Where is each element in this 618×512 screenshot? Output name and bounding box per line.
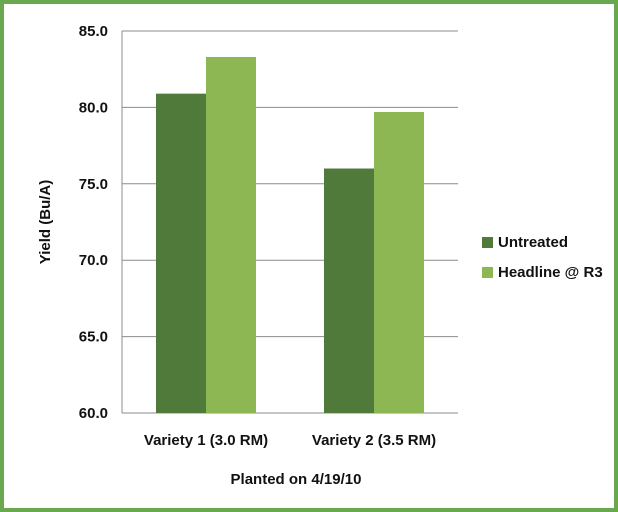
x-category-labels: Variety 1 (3.0 RM) Variety 2 (3.5 RM) bbox=[144, 432, 436, 449]
y-tick-labels: 60.0 65.0 70.0 75.0 80.0 85.0 bbox=[79, 23, 108, 422]
bar-headline-r3-2 bbox=[374, 111, 424, 413]
legend-swatch bbox=[482, 237, 493, 248]
y-tick-label: 85.0 bbox=[79, 23, 108, 40]
bar-headline-r3-1 bbox=[206, 56, 256, 413]
bars bbox=[156, 56, 424, 413]
bar-chart: 60.0 65.0 70.0 75.0 80.0 85.0 Variety 1 (3.0 … bbox=[37, 23, 603, 488]
y-axis-title: Yield (Bu/A) bbox=[37, 180, 54, 264]
bar-untreated-2 bbox=[324, 168, 374, 413]
legend-swatch bbox=[482, 267, 493, 278]
x-axis-title: Planted on 4/19/10 bbox=[231, 471, 362, 488]
legend: Untreated Headline @ R3 bbox=[482, 234, 603, 281]
legend-label: Headline @ R3 bbox=[498, 264, 603, 281]
y-tick-label: 70.0 bbox=[79, 252, 108, 269]
y-tick-label: 75.0 bbox=[79, 176, 108, 193]
y-tick-label: 65.0 bbox=[79, 329, 108, 346]
x-category-label: Variety 1 (3.0 RM) bbox=[144, 432, 268, 449]
y-tick-label: 60.0 bbox=[79, 405, 108, 422]
bar-untreated-1 bbox=[156, 93, 206, 413]
legend-label: Untreated bbox=[498, 234, 568, 251]
y-tick-label: 80.0 bbox=[79, 99, 108, 116]
x-category-label: Variety 2 (3.5 RM) bbox=[312, 432, 436, 449]
